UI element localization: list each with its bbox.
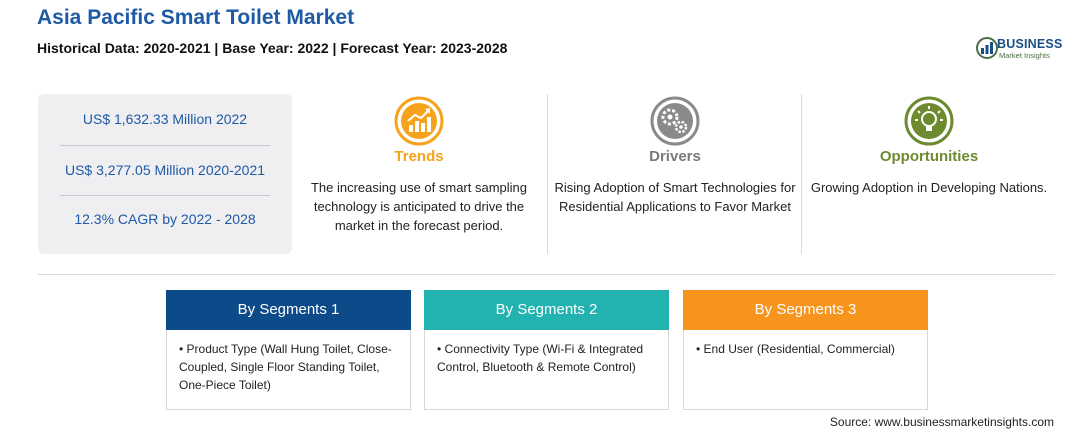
lightbulb-icon <box>904 96 954 146</box>
rising-chart-icon <box>394 96 444 146</box>
trends-description: The increasing use of smart sampling tec… <box>310 180 528 233</box>
column-divider <box>801 94 802 254</box>
drivers-section: Drivers Rising Adoption of Smart Technol… <box>550 96 800 251</box>
opportunities-section: Opportunities Growing Adoption in Develo… <box>804 96 1054 251</box>
segment-card-1: By Segments 1 • Product Type (Wall Hung … <box>166 290 411 410</box>
segment-card-3: By Segments 3 • End User (Residential, C… <box>683 290 928 410</box>
segment-2-heading: By Segments 2 <box>424 290 669 330</box>
stat-divider <box>60 145 270 146</box>
stat-divider <box>60 195 270 196</box>
trends-section: Trends The increasing use of smart sampl… <box>294 96 544 251</box>
trends-heading: Trends <box>394 148 444 165</box>
gears-icon <box>650 96 700 146</box>
segment-1-heading: By Segments 1 <box>166 290 411 330</box>
drivers-description: Rising Adoption of Smart Technologies fo… <box>554 180 796 214</box>
section-divider <box>38 274 1055 275</box>
stats-panel: US$ 1,632.33 Million 2022 US$ 3,277.05 M… <box>38 94 292 254</box>
column-divider <box>547 94 548 254</box>
segment-1-body: • Product Type (Wall Hung Toilet, Close-… <box>179 342 392 392</box>
logo-word-business: BUSINESS <box>997 37 1063 51</box>
opportunities-heading: Opportunities <box>879 148 979 165</box>
segment-card-2: By Segments 2 • Connectivity Type (Wi-Fi… <box>424 290 669 410</box>
brand-logo: BUSINESS Market Insights <box>975 36 1065 62</box>
stat-cagr: 12.3% CAGR by 2022 - 2028 <box>74 211 256 227</box>
segment-3-body: • End User (Residential, Commercial) <box>696 342 895 356</box>
source-credit: Source: www.businessmarketinsights.com <box>829 415 1054 429</box>
opportunities-description: Growing Adoption in Developing Nations. <box>810 180 1048 195</box>
drivers-heading: Drivers <box>649 148 701 165</box>
stat-market-size-historical: US$ 3,277.05 Million 2020-2021 <box>64 162 266 178</box>
page-title: Asia Pacific Smart Toilet Market <box>37 6 355 29</box>
segment-2-body: • Connectivity Type (Wi-Fi & Integrated … <box>437 342 644 374</box>
page-subtitle: Historical Data: 2020-2021 | Base Year: … <box>37 40 508 56</box>
segment-3-heading: By Segments 3 <box>683 290 928 330</box>
stat-market-size-2022: US$ 1,632.33 Million 2022 <box>82 111 248 127</box>
logo-icon <box>976 37 998 59</box>
logo-word-market-insights: Market Insights <box>999 51 1050 60</box>
